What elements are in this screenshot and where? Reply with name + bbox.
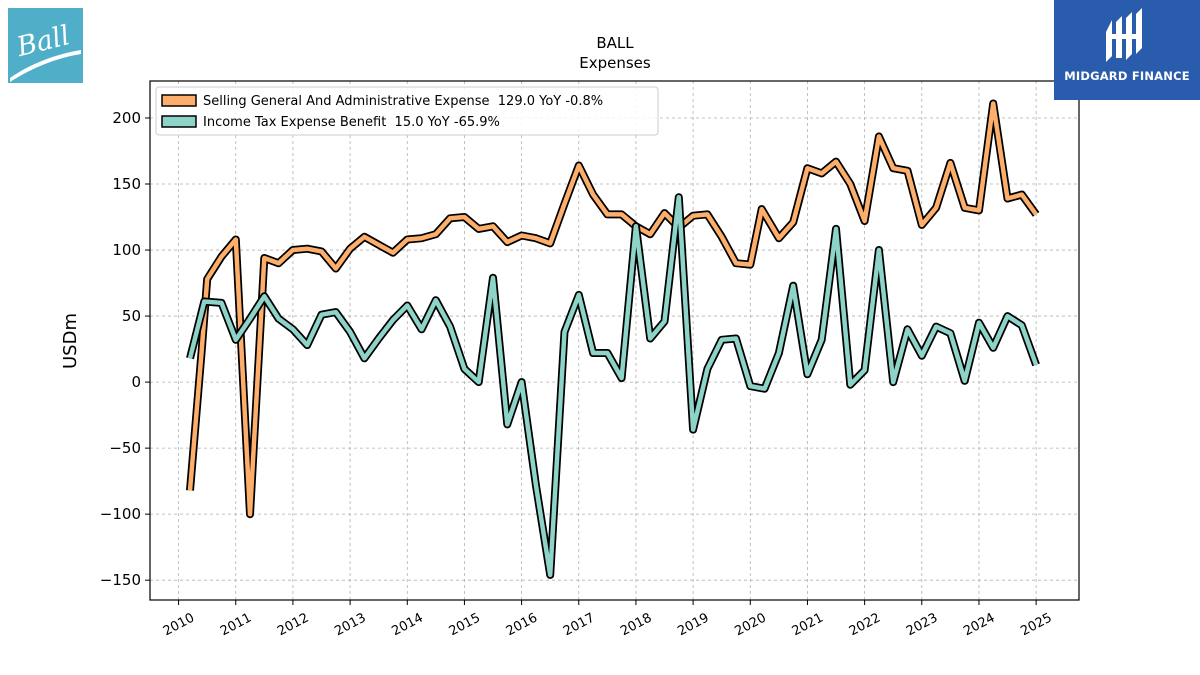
series-outline-0 (186, 99, 1040, 519)
x-tick-label: 2010 (161, 611, 197, 640)
x-tick-label: 2024 (961, 611, 997, 640)
y-tick-label: 200 (112, 109, 141, 127)
midgard-finance-name: MIDGARD FINANCE (1064, 69, 1190, 83)
y-tick-label: −150 (100, 571, 141, 589)
legend-label-sga: Selling General And Administrative Expen… (203, 94, 603, 109)
series-line-0 (187, 101, 1038, 517)
midgard-logo-mark (1106, 8, 1142, 62)
chart-subtitle: Expenses (579, 54, 651, 72)
y-tick-label: 150 (112, 175, 141, 193)
x-tick-label: 2018 (618, 611, 654, 640)
midgard-finance-logo: MIDGARD FINANCE (1054, 0, 1200, 100)
y-tick-label: 0 (131, 373, 141, 391)
legend-swatch-tax (161, 115, 197, 128)
y-axis-label: USDm (60, 313, 81, 369)
x-tick-label: 2017 (561, 611, 597, 640)
x-tick-label: 2013 (332, 611, 368, 640)
ball-logo-mark: Ball (10, 20, 81, 82)
x-tick-label: 2015 (447, 611, 483, 640)
legend-box (155, 86, 659, 136)
x-tick-label: 2020 (733, 611, 769, 640)
x-axis: 2010 2011 2012 2013 2014 2015 2016 2017 2018 2019… (161, 600, 1055, 639)
x-tick-label: 2022 (847, 611, 883, 640)
x-tick-label: 2012 (275, 611, 311, 640)
legend-label-tax: Income Tax Expense Benefit 15.0 YoY -65.… (203, 115, 500, 130)
y-tick-label: −50 (109, 439, 141, 457)
x-tick-label: 2016 (504, 611, 540, 640)
series-line-1 (187, 194, 1039, 578)
series-layer (186, 99, 1040, 579)
y-tick-label: −100 (100, 505, 141, 523)
plot-area-frame (149, 80, 1080, 601)
x-tick-label: 2019 (675, 611, 711, 640)
ball-logo: Ball (8, 8, 83, 83)
x-tick-label: 2021 (790, 611, 826, 640)
x-tick-label: 2014 (389, 611, 425, 640)
y-axis: −150 −100 −50 0 50 100 150 200 (100, 109, 150, 589)
grid (150, 81, 1079, 600)
y-tick-label: 100 (112, 241, 141, 259)
chart-title: BALL (596, 34, 634, 52)
x-tick-label: 2011 (218, 611, 254, 640)
legend: Selling General And Administrative Expen… (155, 86, 659, 136)
legend-swatch-sga (161, 94, 197, 107)
x-tick-label: 2025 (1018, 611, 1054, 640)
x-tick-label: 2023 (904, 611, 940, 640)
y-tick-label: 50 (122, 307, 141, 325)
